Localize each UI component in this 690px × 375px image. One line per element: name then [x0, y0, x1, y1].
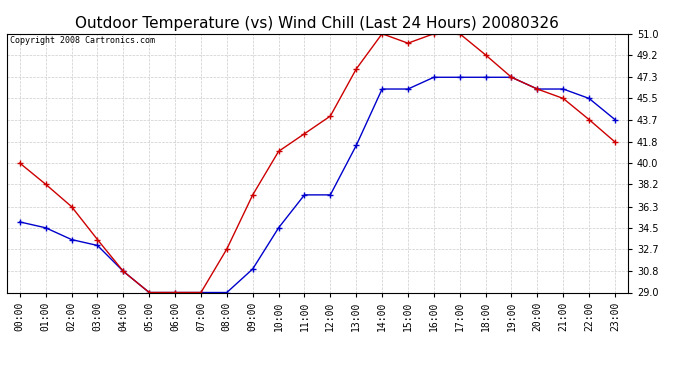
Text: Copyright 2008 Cartronics.com: Copyright 2008 Cartronics.com: [10, 36, 155, 45]
Title: Outdoor Temperature (vs) Wind Chill (Last 24 Hours) 20080326: Outdoor Temperature (vs) Wind Chill (Las…: [75, 16, 560, 31]
